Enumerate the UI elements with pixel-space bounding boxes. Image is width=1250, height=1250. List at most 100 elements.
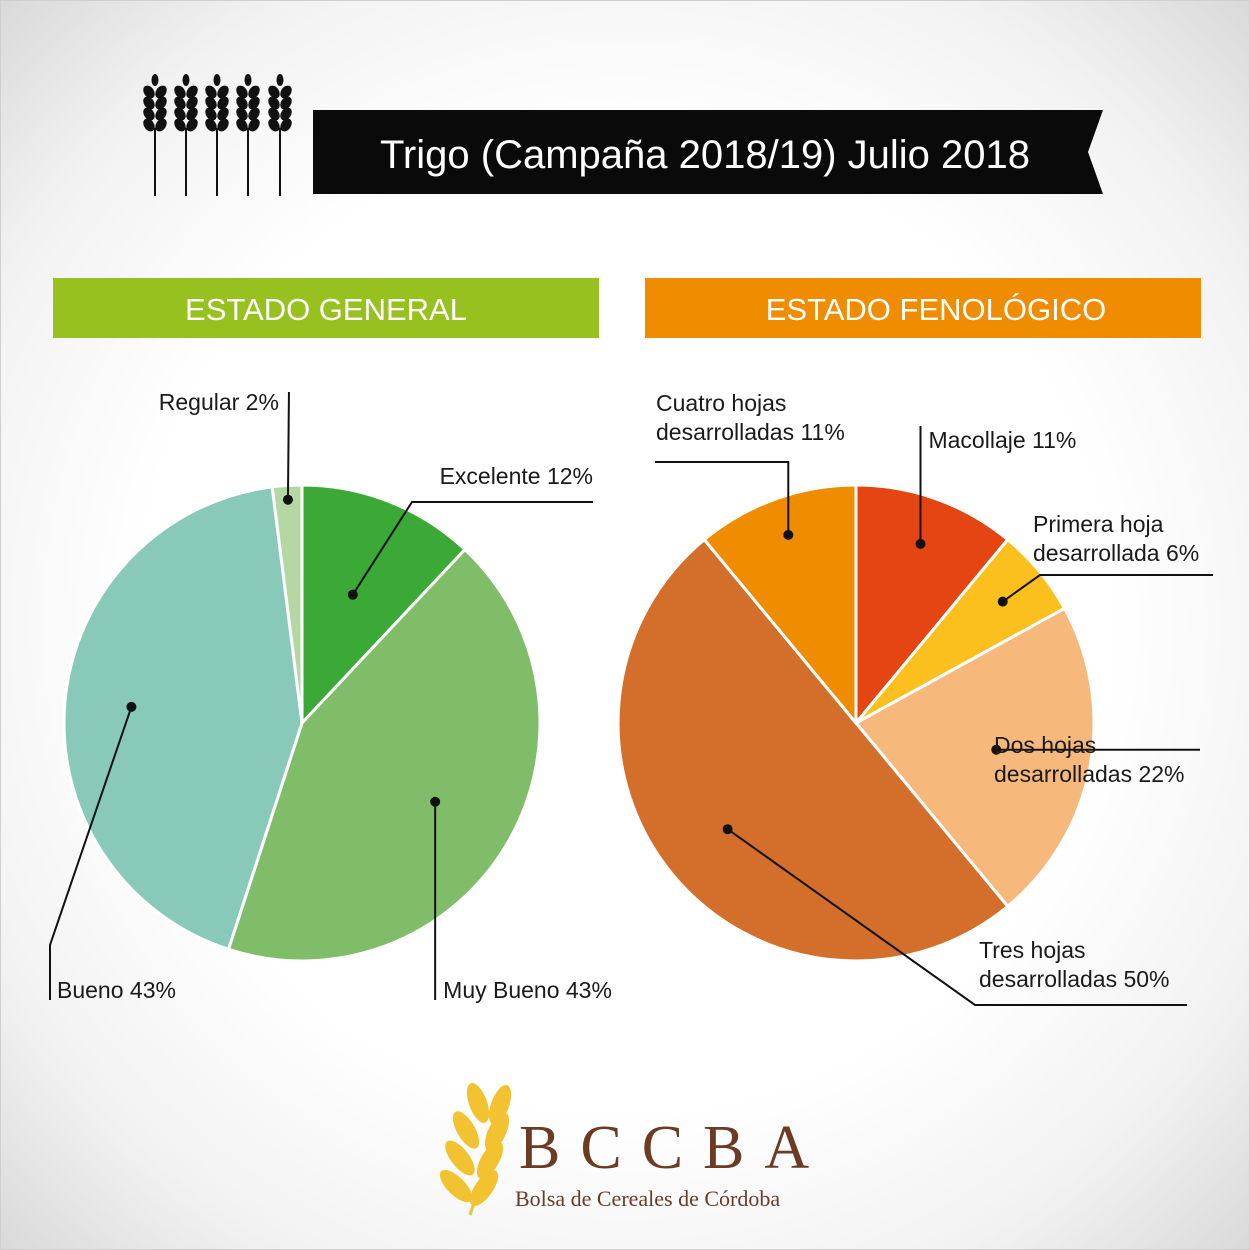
estado-general-slice-4 [270,483,304,725]
wheat-ear-leaf [452,1111,480,1149]
wheat-grain [248,107,260,121]
wheat-ear-leaf [484,1112,510,1152]
wheat-grain [248,96,260,110]
primera-hoja-label-line-1: Primera hoja [1033,511,1164,537]
estado-general-slice-1 [300,483,467,725]
wheat-ear-leaf [488,1085,512,1125]
estado-general-title: ESTADO GENERAL [185,292,467,327]
estado-general-header [53,278,599,338]
wheat-grain [217,118,229,132]
wheat-ear-leaf [466,1083,490,1123]
wheat-grain [268,107,280,121]
wheat-grain [280,118,292,132]
muy-bueno-label: Muy Bueno 43% [443,977,612,1003]
wheat-grain [268,85,280,99]
excelente-leader [351,501,593,596]
wheat-stalk-icon [205,74,229,196]
title-banner [313,110,1103,194]
estado-general-slice-3 [62,485,304,951]
wheat-grain [213,74,221,86]
wheat-ear-leaf [439,1169,473,1203]
logo-name: BCCBA [519,1114,829,1182]
bueno-leader-dot [126,701,137,712]
logo-subtitle: Bolsa de Cereales de Córdoba [515,1186,780,1211]
wheat-stalk-icon [174,74,198,196]
wheat-grain [186,107,198,121]
estado-general-labels: Excelente 12% Muy Bueno 43% Bueno 43% Regul… [49,389,612,1003]
estado-fenologico-header [645,278,1201,338]
estado-general-pie [62,483,542,963]
dos-hojas-leader-dot [991,744,1002,755]
wheat-grain [268,96,280,110]
dos-hojas-label-line-2: desarrolladas 22% [994,761,1185,787]
bueno-leader [49,706,133,1000]
wheat-grain [186,85,198,99]
estado-fenologico-slice-4 [616,538,1010,963]
wheat-grain [155,107,167,121]
muy-bueno-leader-dot [430,796,441,807]
wheat-grain [155,96,167,110]
wheat-grain [155,118,167,132]
tres-hojas-leader [727,828,1187,1006]
excelente-label: Excelente 12% [440,463,593,489]
dos-hojas-label-line-1: Dos hojas [994,732,1096,758]
regular-leader-dot [282,494,293,505]
estado-fenologico-pie [616,483,1096,963]
wheat-grain [143,107,155,121]
wheat-grain [236,118,248,132]
wheat-ear-leaf [469,1170,499,1206]
wheat-grain [155,85,167,99]
cuatro-hojas-leader [655,461,790,535]
wheat-grain [174,85,186,99]
regular-label: Regular 2% [159,389,279,415]
wheat-grain [151,74,159,86]
wheat-grain [174,96,186,110]
wheat-grain [143,85,155,99]
wheat-grain [182,74,190,86]
wheat-grain [186,118,198,132]
wheat-grain [276,74,284,86]
primera-hoja-leader [1002,574,1213,603]
wheat-grain [248,85,260,99]
wheat-grain [143,118,155,132]
excelente-leader-dot [347,589,358,600]
bueno-label: Bueno 43% [57,977,176,1003]
wheat-grain [174,118,186,132]
wheat-grain [143,96,155,110]
estado-fenologico-labels: Macollaje 11% Primera hoja desarrollada 6%… [655,390,1213,1006]
cuatro-hojas-label-line-1: Cuatro hojas [656,390,786,416]
wheat-grain [280,85,292,99]
cuatro-hojas-leader-dot [783,529,794,540]
page-title: Trigo (Campaña 2018/19) Julio 2018 [380,133,1030,177]
wheat-stalks-icon [143,74,292,196]
wheat-stalk-icon [268,74,292,196]
wheat-grain [248,118,260,132]
wheat-grain [205,107,217,121]
wheat-grain [217,107,229,121]
wheat-grain [268,118,280,132]
wheat-grain [205,85,217,99]
primera-hoja-label-line-2: desarrollada 6% [1033,540,1199,566]
macollaje-leader-dot [915,538,926,549]
wheat-grain [236,85,248,99]
estado-fenologico-slice-5 [702,483,858,725]
regular-leader [286,391,290,500]
wheat-ear-leaf [445,1140,475,1176]
primera-hoja-leader-dot [997,596,1008,607]
wheat-grain [174,107,186,121]
wheat-grain [236,107,248,121]
tres-hojas-label-line-2: desarrolladas 50% [979,966,1170,992]
tres-hojas-leader-dot [722,824,733,835]
tres-hojas-label-line-1: Tres hojas [979,937,1086,963]
wheat-grain [280,96,292,110]
wheat-grain [205,96,217,110]
wheat-ear-icon [439,1083,512,1216]
estado-fenologico-title: ESTADO FENOLÓGICO [766,292,1106,327]
estado-general-slice-2 [226,548,542,963]
wheat-grain [217,96,229,110]
wheat-grain [217,85,229,99]
wheat-grain [205,118,217,132]
wheat-ear-leaf [476,1141,504,1179]
cuatro-hojas-label-line-2: desarrolladas 11% [656,419,845,445]
